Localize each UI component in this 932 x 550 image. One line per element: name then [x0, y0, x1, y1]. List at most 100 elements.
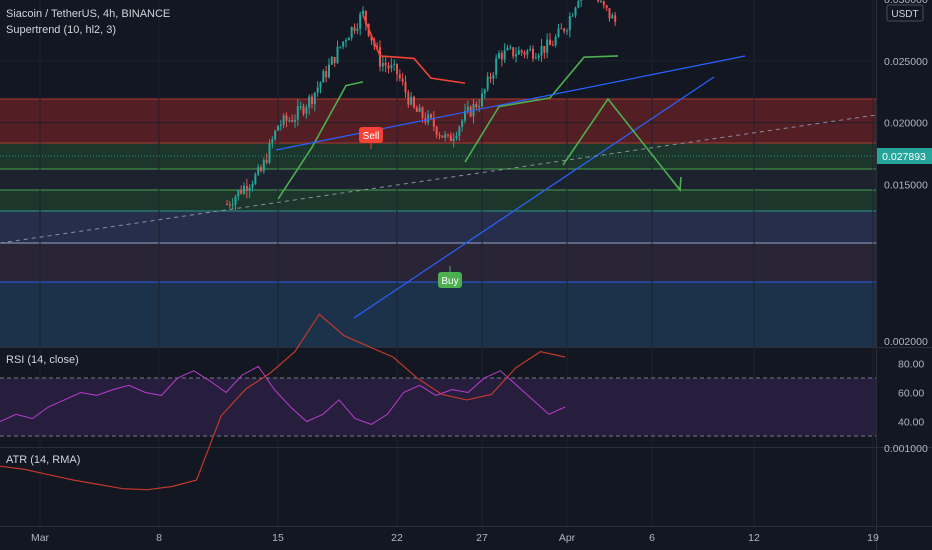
candle-body [546, 39, 549, 53]
candle-body [551, 45, 554, 47]
time-axis[interactable]: Mar8152227Apr6121926 [31, 532, 932, 544]
atr-legend[interactable]: ATR (14, RMA) [6, 454, 81, 466]
candle-body [268, 142, 271, 163]
candle-body [226, 204, 228, 206]
candle-body [449, 135, 452, 142]
candle-body [461, 120, 464, 127]
rsi-legend[interactable]: RSI (14, close) [6, 354, 79, 366]
candle-body [447, 134, 449, 136]
candle-body [296, 106, 299, 120]
currency-badge[interactable]: USDT [886, 4, 924, 22]
candle-body [379, 47, 381, 67]
candle-body [277, 125, 279, 131]
candle-body [325, 71, 328, 78]
buy-label: Buy [441, 276, 458, 287]
candle-body [520, 50, 523, 53]
candle-body [396, 63, 398, 75]
candle-body [574, 7, 577, 16]
candle-body [410, 96, 413, 105]
candle-body [554, 36, 557, 46]
candle-body [483, 89, 486, 94]
candle-body [347, 37, 350, 41]
time-tick-label: 8 [156, 532, 162, 544]
supertrend-legend[interactable]: Supertrend (10, hl2, 3) [6, 24, 117, 36]
projection-arrowhead [671, 176, 682, 193]
candle-body [401, 78, 404, 82]
candle-body [370, 35, 373, 41]
candle-body [407, 92, 410, 105]
candle-body [608, 8, 611, 19]
candle-body [605, 5, 608, 9]
candle-body [362, 10, 364, 15]
rsi-tick-label: 60.00 [898, 388, 924, 400]
candle-body [438, 134, 441, 136]
symbol-title[interactable]: Siacoin / TetherUS, 4h, BINANCE [6, 8, 171, 20]
candle-body [571, 15, 574, 17]
candle-body [512, 47, 515, 57]
candle-body [265, 160, 268, 163]
candle-body [481, 93, 483, 107]
candle-body [316, 87, 319, 93]
candle-body [509, 47, 512, 49]
candle-body [529, 48, 532, 51]
candle-body [413, 96, 415, 108]
candle-body [245, 185, 248, 191]
candle-body [381, 62, 384, 67]
candle-body [274, 130, 277, 140]
candle-body [345, 40, 347, 42]
atr-tick-label: 0.002000 [884, 336, 928, 348]
candle-body [339, 46, 342, 48]
candle-body [500, 53, 503, 60]
candle-body [563, 28, 566, 32]
candle-body [478, 106, 481, 108]
candle-body [421, 107, 424, 119]
time-tick-label: Apr [559, 532, 576, 544]
last-price-marker: 0.027893 [0, 148, 932, 164]
time-tick-label: 15 [272, 532, 284, 544]
supertrend-down-line [362, 14, 466, 84]
candle-body [492, 74, 495, 79]
candle-body [319, 82, 322, 88]
candle-body [580, 0, 583, 1]
candle-body [498, 53, 500, 59]
candle-body [359, 14, 362, 29]
price-axis[interactable]: 0.0400000.0350000.0300000.0250000.020000… [884, 0, 928, 191]
candle-body [611, 15, 614, 19]
candle-body [435, 126, 438, 135]
price-tick-label: 0.025000 [884, 56, 928, 68]
candle-body [393, 63, 396, 65]
candle-body [228, 204, 231, 206]
drawings [0, 55, 877, 319]
atr-axis: 0.002000 0.001000 [884, 336, 928, 455]
candle-body [231, 204, 234, 206]
supertrend-up-line [464, 55, 619, 163]
candle-body [515, 54, 517, 57]
time-tick-label: 19 [867, 532, 879, 544]
candle-body [566, 30, 568, 32]
candle-body [248, 187, 251, 191]
candle-body [291, 120, 294, 122]
candle-body [464, 110, 466, 121]
candle-body [333, 57, 336, 63]
candles [226, 0, 617, 211]
candle-body [543, 46, 546, 53]
candle-body [540, 46, 543, 56]
candle-body [356, 28, 359, 31]
candle-body [466, 106, 469, 111]
rsi-line [0, 365, 566, 425]
candle-body [288, 120, 291, 122]
dashed-trendline [0, 114, 877, 244]
candle-body [602, 1, 605, 6]
candle-body [350, 26, 353, 38]
lower-trendline [353, 76, 715, 319]
candle-body [342, 41, 345, 47]
candle-body [560, 28, 563, 30]
supertrend-up-line [277, 81, 364, 200]
candle-body [271, 139, 274, 143]
candle-body [432, 117, 435, 127]
time-tick-label: Mar [31, 532, 50, 544]
candle-body [387, 65, 390, 69]
candle-body [254, 174, 257, 184]
candle-body [285, 115, 288, 121]
